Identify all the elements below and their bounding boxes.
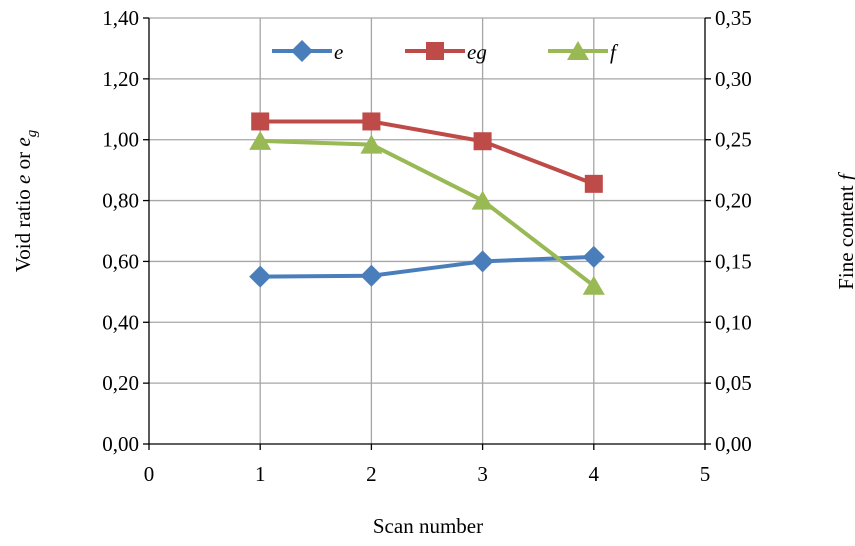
y2-tick-label: 0,30	[715, 67, 752, 91]
y-axis-title-subscript: g	[24, 129, 40, 137]
y-axis-title-main: Void ratio	[11, 184, 35, 272]
y2-axis-title: Fine content f	[834, 171, 855, 290]
data-point-e	[582, 245, 605, 268]
y2-tick-label: 0,05	[715, 371, 752, 395]
y-tick-label: 1,00	[102, 128, 139, 152]
gridlines	[149, 17, 705, 444]
y2-tick-label: 0,20	[715, 189, 752, 213]
y-axis-title-or: or	[11, 147, 35, 175]
series-f	[249, 130, 605, 295]
axes	[143, 17, 711, 450]
series-line-eg	[258, 119, 596, 186]
legend-item-e: e	[272, 40, 343, 64]
legend-marker-f	[567, 41, 589, 60]
series-line-f	[258, 138, 596, 288]
data-point-f	[249, 130, 272, 150]
data-point-f	[471, 190, 494, 210]
y2-tick-label: 0,35	[715, 6, 752, 30]
data-point-eg	[251, 112, 270, 131]
data-point-e	[360, 264, 383, 287]
x-axis-title: Scan number	[373, 514, 483, 538]
x-tick-label: 3	[477, 462, 488, 486]
y2-tick-label: 0,15	[715, 249, 752, 273]
series-e	[249, 245, 605, 288]
y-tick-label: 0,80	[102, 189, 139, 213]
data-point-eg	[584, 174, 603, 193]
data-point-eg	[473, 132, 492, 151]
y2-axis-title-f: f	[834, 171, 855, 180]
y-axis-title: Void ratio e or eg	[11, 129, 40, 272]
data-point-f	[582, 275, 605, 295]
data-point-f	[360, 134, 383, 154]
legend-marker-e	[291, 40, 313, 62]
legend-item-eg: eg	[405, 40, 487, 64]
y-tick-label: 0,60	[102, 249, 139, 273]
y-axis-title-e: e	[11, 175, 35, 184]
y-tick-label: 0,40	[102, 310, 139, 334]
legend: e eg f	[272, 40, 619, 64]
y-tick-label: 1,20	[102, 67, 139, 91]
x-tick-label: 1	[255, 462, 266, 486]
x-tick-label: 4	[589, 462, 600, 486]
tick-labels: 0 1 2 3 4 50,00 0,000,20 0,050,40 0,100,60 0,150,…	[102, 6, 752, 486]
data-point-e	[471, 250, 494, 273]
y-axis-title-eg: e	[11, 137, 35, 146]
x-tick-label: 2	[366, 462, 377, 486]
y2-axis-title-main: Fine content	[834, 180, 855, 290]
x-tick-label: 5	[700, 462, 711, 486]
legend-marker-eg	[426, 42, 444, 60]
series-line-e	[258, 254, 596, 279]
y2-tick-label: 0,10	[715, 310, 752, 334]
y-tick-label: 1,40	[102, 6, 139, 30]
legend-item-f: f	[548, 40, 619, 64]
series-eg	[251, 112, 603, 193]
data-point-eg	[362, 112, 381, 131]
y2-tick-label: 0,00	[715, 432, 752, 456]
legend-label-f: f	[610, 40, 619, 64]
y-tick-label: 0,00	[102, 432, 139, 456]
series	[249, 112, 605, 295]
legend-label-eg: eg	[467, 40, 487, 64]
legend-label-e: e	[334, 40, 343, 64]
y2-tick-label: 0,25	[715, 128, 752, 152]
y-tick-label: 0,20	[102, 371, 139, 395]
data-point-e	[249, 265, 272, 288]
x-tick-label: 0	[144, 462, 155, 486]
